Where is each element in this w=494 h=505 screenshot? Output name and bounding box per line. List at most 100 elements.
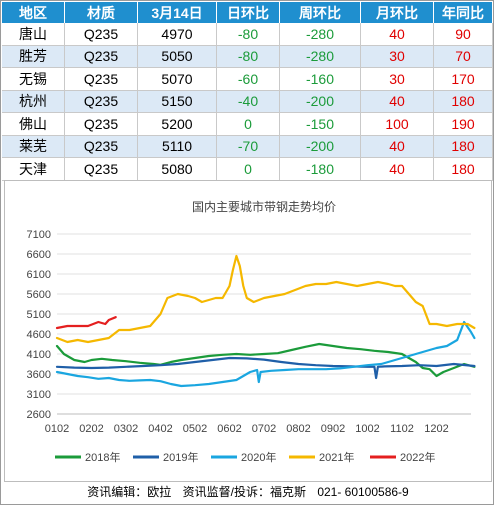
series-line-2022年 xyxy=(55,316,117,330)
cell-daily-change: -60 xyxy=(216,67,280,91)
cell-daily-change: -80 xyxy=(216,45,280,68)
cell-price: 5070 xyxy=(137,67,217,91)
y-tick-label: 6600 xyxy=(27,249,51,261)
x-tick-label: 0702 xyxy=(252,423,276,435)
x-tick-label: 0402 xyxy=(148,423,172,435)
cell-weekly-change: -150 xyxy=(279,112,361,136)
cell-yearly-change: 180 xyxy=(433,135,493,158)
table-row: 天津 Q235 5080 0 -180 40 180 xyxy=(2,157,493,181)
cell-price: 5050 xyxy=(137,45,217,68)
y-tick-label: 3600 xyxy=(27,369,51,381)
cell-monthly-change: 30 xyxy=(360,45,434,68)
price-table: 地区 材质 3月14日 日环比 周环比 月环比 年同比 唐山 Q235 4970 -8… xyxy=(2,2,493,181)
footer-phone: 021- 60100586-9 xyxy=(317,485,409,499)
cell-material: Q235 xyxy=(64,45,138,68)
y-tick-label: 2600 xyxy=(27,409,51,421)
cell-daily-change: 0 xyxy=(216,112,280,136)
legend-label: 2018年 xyxy=(85,450,120,464)
cell-weekly-change: -280 xyxy=(279,45,361,68)
cell-yearly-change: 180 xyxy=(433,90,493,113)
series-line-2020年 xyxy=(55,320,476,388)
header-material: 材质 xyxy=(64,2,138,23)
y-tick-label: 4600 xyxy=(27,329,51,341)
cell-daily-change: 0 xyxy=(216,157,280,181)
cell-daily-change: -40 xyxy=(216,90,280,113)
x-tick-label: 0802 xyxy=(286,423,310,435)
cell-region: 莱芜 xyxy=(2,135,65,158)
chart-title: 国内主要城市带钢走势均价 xyxy=(192,199,336,214)
footer: 资讯编辑：欧拉 资讯监督/投诉：福克斯 021- 60100586-9 xyxy=(1,483,494,503)
y-tick-label: 5600 xyxy=(27,289,51,301)
header-daily-change: 日环比 xyxy=(216,2,280,23)
cell-weekly-change: -200 xyxy=(279,90,361,113)
x-tick-label: 0202 xyxy=(79,423,103,435)
x-tick-label: 0602 xyxy=(217,423,241,435)
cell-yearly-change: 180 xyxy=(433,157,493,181)
cell-price: 4970 xyxy=(137,23,217,46)
table-row: 莱芜 Q235 5110 -70 -200 40 180 xyxy=(2,135,493,158)
cell-monthly-change: 40 xyxy=(360,135,434,158)
line-chart: 国内主要城市带钢走势均价 2600 3100 3600 4100 4600 5100 5600… xyxy=(27,199,476,464)
cell-yearly-change: 90 xyxy=(433,23,493,46)
y-tick-label: 5100 xyxy=(27,309,51,321)
y-tick-label: 7100 xyxy=(27,229,51,241)
cell-yearly-change: 70 xyxy=(433,45,493,68)
cell-region: 杭州 xyxy=(2,90,65,113)
cell-weekly-change: -160 xyxy=(279,67,361,91)
x-tick-label: 1002 xyxy=(355,423,379,435)
cell-price: 5080 xyxy=(137,157,217,181)
table-row: 唐山 Q235 4970 -80 -280 40 90 xyxy=(2,23,493,46)
x-tick-label: 1202 xyxy=(424,423,448,435)
cell-price: 5200 xyxy=(137,112,217,136)
cell-region: 无锡 xyxy=(2,67,65,91)
header-region: 地区 xyxy=(2,2,65,23)
x-tick-label: 0502 xyxy=(183,423,207,435)
x-tick-label: 0102 xyxy=(45,423,69,435)
cell-weekly-change: -200 xyxy=(279,135,361,158)
cell-region: 胜芳 xyxy=(2,45,65,68)
series-line-2021年 xyxy=(55,254,476,344)
table-row: 佛山 Q235 5200 0 -150 100 190 xyxy=(2,112,493,136)
table-body: 唐山 Q235 4970 -80 -280 40 90 胜芳 Q235 5050 -80 -280 30… xyxy=(2,23,493,181)
table-header-row: 地区 材质 3月14日 日环比 周环比 月环比 年同比 xyxy=(2,2,493,23)
cell-region: 天津 xyxy=(2,157,65,181)
cell-price: 5110 xyxy=(137,135,217,158)
cell-monthly-change: 40 xyxy=(360,23,434,46)
cell-weekly-change: -180 xyxy=(279,157,361,181)
legend-label: 2021年 xyxy=(319,450,354,464)
cell-monthly-change: 30 xyxy=(360,67,434,91)
cell-monthly-change: 40 xyxy=(360,90,434,113)
cell-material: Q235 xyxy=(64,67,138,91)
y-tick-label: 3100 xyxy=(27,389,51,401)
footer-supervisor: 资讯监督/投诉：福克斯 xyxy=(182,485,306,499)
cell-monthly-change: 40 xyxy=(360,157,434,181)
cell-yearly-change: 190 xyxy=(433,112,493,136)
y-tick-label: 4100 xyxy=(27,349,51,361)
cell-material: Q235 xyxy=(64,23,138,46)
cell-region: 佛山 xyxy=(2,112,65,136)
x-tick-label: 1102 xyxy=(390,423,414,435)
cell-material: Q235 xyxy=(64,135,138,158)
cell-daily-change: -80 xyxy=(216,23,280,46)
series-line-2019年 xyxy=(55,356,476,380)
header-date: 3月14日 xyxy=(137,2,217,23)
header-yearly-change: 年同比 xyxy=(433,2,493,23)
cell-region: 唐山 xyxy=(2,23,65,46)
footer-editor: 资讯编辑：欧拉 xyxy=(87,485,172,499)
y-tick-label: 6100 xyxy=(27,269,51,281)
chart-panel: 国内主要城市带钢走势均价 2600 3100 3600 4100 4600 5100 5600… xyxy=(4,180,492,482)
cell-price: 5150 xyxy=(137,90,217,113)
header-monthly-change: 月环比 xyxy=(360,2,434,23)
cell-weekly-change: -280 xyxy=(279,23,361,46)
table-row: 杭州 Q235 5150 -40 -200 40 180 xyxy=(2,90,493,113)
header-weekly-change: 周环比 xyxy=(279,2,361,23)
x-tick-label: 0902 xyxy=(321,423,345,435)
cell-material: Q235 xyxy=(64,112,138,136)
cell-material: Q235 xyxy=(64,157,138,181)
cell-yearly-change: 170 xyxy=(433,67,493,91)
cell-material: Q235 xyxy=(64,90,138,113)
x-tick-label: 0302 xyxy=(114,423,138,435)
legend-label: 2022年 xyxy=(400,450,435,464)
table-row: 胜芳 Q235 5050 -80 -280 30 70 xyxy=(2,45,493,68)
